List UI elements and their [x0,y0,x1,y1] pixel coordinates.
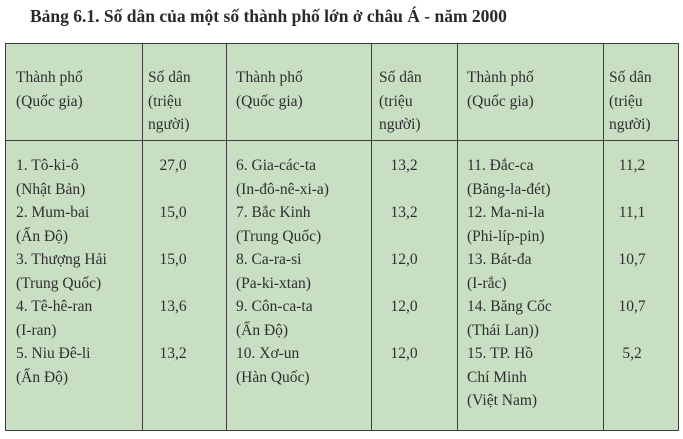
header-divider [6,140,678,141]
column-divider [371,44,372,430]
header-population: Số dân (triệu người) [148,69,191,133]
header-city: Thành phố (Quốc gia) [16,69,83,110]
population-values: 27,0 15,0 15,0 13,6 13,2 [159,157,187,362]
column-divider [226,44,227,430]
header-city: Thành phố (Quốc gia) [236,69,303,110]
header-population: Số dân (triệu người) [379,69,422,133]
column-divider [603,44,604,430]
column-divider [142,44,143,430]
city-list: 6. Gia-các-ta (In-đô-nê-xi-a) 7. Bắc Kin… [236,157,329,386]
population-values: 11,2 11,1 10,7 10,7 5,2 [618,157,646,362]
city-list: 1. Tô-ki-ô (Nhật Bản) 2. Mum-bai (Ấn Độ)… [16,157,107,386]
header-city: Thành phố (Quốc gia) [467,69,534,110]
population-values: 13,2 13,2 12,0 12,0 12,0 [390,157,418,362]
population-table: Thành phố (Quốc gia) Số dân (triệu người… [5,43,679,431]
header-population: Số dân (triệu người) [609,69,652,133]
city-list: 11. Đắc-ca (Băng-la-đét) 12. Ma-ni-la (P… [467,157,552,409]
table-title: Bảng 6.1. Số dân của một số thành phố lớ… [30,6,507,26]
column-divider [457,44,458,430]
